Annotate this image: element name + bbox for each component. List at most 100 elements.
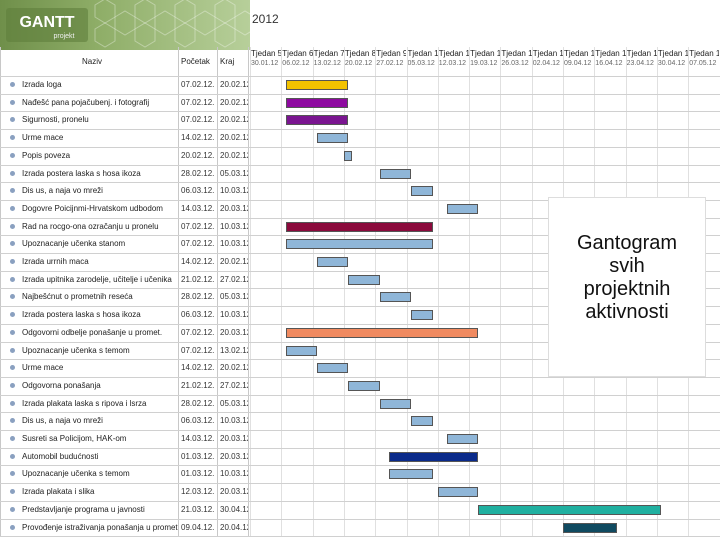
gantt-bar[interactable]	[348, 274, 380, 285]
gantt-bar[interactable]	[317, 363, 349, 374]
gantt-bar[interactable]	[285, 115, 349, 126]
week-date: 19.03.12	[470, 60, 498, 67]
task-name: Dis us, a naja vo mreži	[22, 186, 103, 196]
column-header-name[interactable]: Naziv	[82, 57, 103, 66]
task-start-date: 14.02.12.	[181, 363, 215, 373]
bullet-icon	[10, 276, 15, 282]
task-name: Sigurnosti, pronelu	[22, 115, 89, 125]
week-label: Tjedan 5	[251, 49, 282, 58]
week-gridline	[312, 47, 314, 537]
week-label: Tjedan 11	[438, 49, 470, 58]
week-gridline	[250, 47, 251, 537]
row-divider	[0, 306, 720, 308]
row-divider	[0, 146, 720, 148]
bullet-icon	[10, 188, 15, 194]
gantt-bar[interactable]	[410, 186, 434, 197]
gantt-bar[interactable]	[285, 327, 479, 338]
task-name: Provođenje istraživanja ponašanja u prom…	[22, 522, 178, 532]
task-start-date: 21.02.12.	[181, 380, 215, 390]
task-start-date: 21.02.12.	[181, 274, 215, 284]
week-label: Tjedan 19	[689, 49, 720, 58]
task-start-date: 28.02.12.	[181, 398, 215, 408]
bullet-icon	[10, 241, 15, 247]
gantt-bar[interactable]	[285, 80, 349, 90]
column-header-end[interactable]: Kraj	[220, 57, 235, 66]
week-label: Tjedan 16	[595, 49, 626, 58]
task-end-date: 20.03.12	[220, 451, 248, 461]
week-gridline	[406, 47, 408, 537]
task-start-date: 01.03.12.	[181, 469, 215, 479]
gantt-bar[interactable]	[410, 310, 434, 321]
row-divider	[0, 288, 720, 290]
task-end-date: 20.04.12	[220, 522, 248, 532]
task-end-date: 20.02.12	[220, 257, 248, 266]
row-divider	[0, 270, 720, 272]
gantt-bar[interactable]	[285, 345, 318, 356]
gantt-bar[interactable]	[285, 97, 349, 108]
week-label: Tjedan 12	[470, 49, 501, 58]
task-start-date: 12.03.12.	[181, 487, 215, 497]
row-divider	[0, 483, 720, 485]
gantt-bar[interactable]	[388, 469, 434, 480]
task-name: Upoznacanje učenka s temom	[22, 345, 130, 355]
bullet-icon	[10, 506, 15, 512]
task-start-date: 09.04.12.	[181, 522, 215, 532]
task-start-date: 14.03.12.	[181, 434, 215, 443]
gantt-bar[interactable]	[285, 239, 434, 250]
gantt-bar[interactable]	[317, 133, 349, 144]
task-end-date: 10.03.12	[220, 416, 248, 426]
task-name: Izrada plakata laska s ripova i lsrza	[22, 398, 147, 408]
week-label: Tjedan 13	[501, 49, 532, 58]
row-divider	[0, 235, 720, 237]
callout-line: aktivnosti	[585, 301, 669, 323]
gantt-bar[interactable]	[437, 487, 479, 498]
week-label: Tjedan 14	[532, 49, 563, 58]
bullet-icon	[10, 99, 15, 105]
gantt-bar[interactable]	[379, 292, 411, 303]
gantt-bar[interactable]	[343, 150, 352, 161]
row-divider	[0, 76, 720, 77]
row-divider	[0, 93, 720, 95]
row-divider	[0, 518, 720, 520]
task-start-date: 07.02.12.	[181, 80, 215, 89]
task-end-date: 20.03.12	[220, 487, 248, 497]
gantt-bar[interactable]	[563, 522, 617, 533]
bullet-icon	[10, 152, 15, 158]
week-date: 06.02.12	[282, 60, 310, 67]
row-divider	[0, 359, 720, 361]
task-name: Predstavljanje programa u javnosti	[22, 504, 145, 514]
gantt-bar[interactable]	[317, 257, 349, 267]
week-date: 27.02.12	[376, 60, 404, 67]
gantt-bar[interactable]	[285, 221, 434, 232]
task-start-date: 06.03.12.	[181, 416, 215, 426]
task-start-date: 21.03.12.	[181, 504, 215, 514]
task-end-date: 20.03.12	[220, 434, 248, 443]
task-end-date: 30.04.12	[220, 504, 248, 514]
week-date: 13.02.12	[313, 60, 341, 67]
row-divider	[0, 465, 720, 467]
task-start-date: 28.02.12.	[181, 292, 215, 302]
task-start-date: 06.03.12.	[181, 186, 215, 196]
column-header-start[interactable]: Početak	[181, 57, 210, 66]
row-divider	[0, 323, 720, 325]
gantt-bar[interactable]	[348, 380, 380, 391]
gantt-bar[interactable]	[446, 434, 479, 444]
task-name: Najbešćnut o prometnih reseća	[22, 292, 133, 302]
gantt-bar[interactable]	[379, 168, 411, 179]
gantt-bar[interactable]	[410, 416, 434, 427]
bullet-icon	[10, 259, 15, 264]
gantt-bar[interactable]	[379, 398, 411, 409]
week-date: 05.03.12	[407, 60, 435, 67]
bullet-icon	[10, 329, 15, 335]
task-end-date: 20.03.12	[220, 327, 248, 337]
week-date: 02.04.12	[532, 60, 560, 67]
gantt-bar[interactable]	[478, 504, 662, 515]
gantt-bar[interactable]	[388, 451, 479, 462]
row-divider	[0, 376, 720, 378]
week-date: 07.05.12	[689, 60, 717, 67]
task-end-date: 05.03.12	[220, 292, 248, 302]
gantt-bar[interactable]	[446, 203, 479, 214]
task-end-date: 10.03.12	[220, 469, 248, 479]
row-divider	[0, 430, 720, 431]
row-divider	[0, 253, 720, 254]
